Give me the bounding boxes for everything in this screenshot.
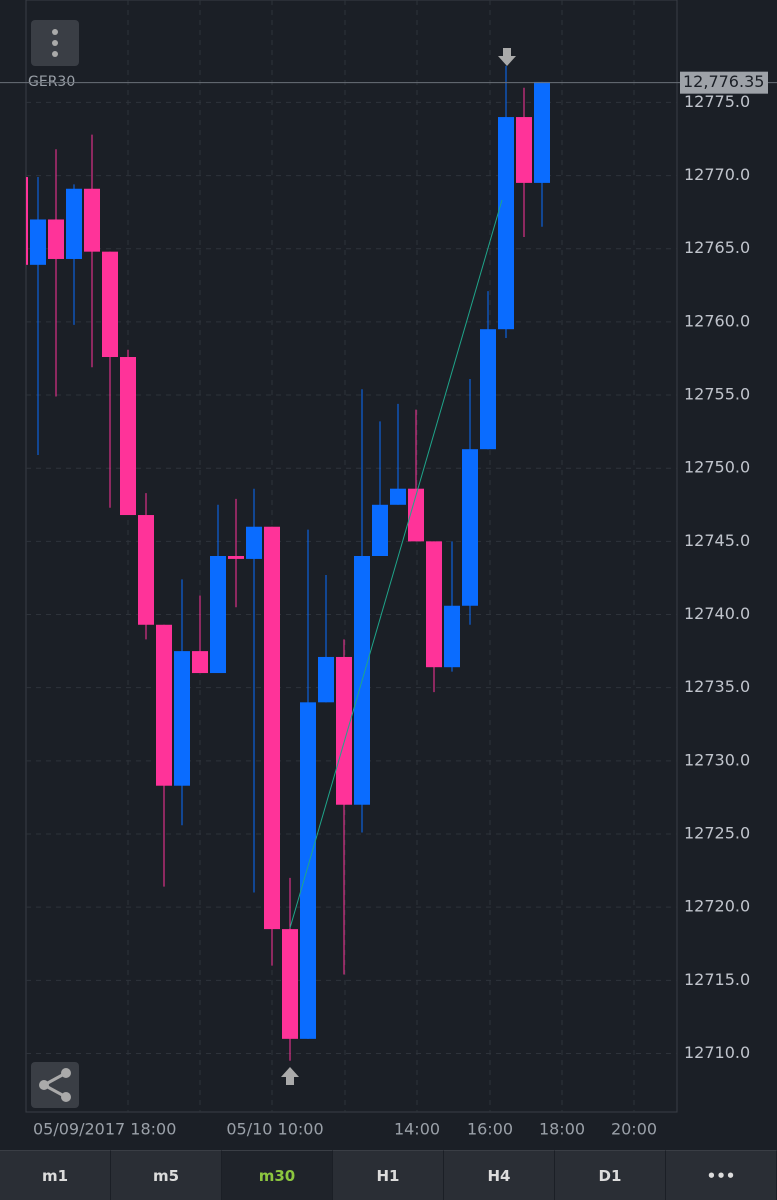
y-tick-label: 12710.0 — [684, 1043, 750, 1062]
candle-body — [156, 624, 172, 786]
y-tick-label: 12740.0 — [684, 604, 750, 623]
high-arrow — [498, 48, 516, 66]
candle-body — [426, 541, 442, 668]
menu-button[interactable] — [31, 20, 79, 66]
candle-body — [300, 702, 316, 1039]
chart: GER30 12710.0 12715.0 12720.0 12725.0 12730.… — [0, 0, 777, 1139]
share-button[interactable] — [31, 1062, 79, 1108]
current-price-label: 12,776.35 — [683, 72, 764, 91]
candle-body — [390, 488, 406, 505]
candle-body — [174, 651, 190, 786]
x-tick-label: 18:00 — [539, 1120, 585, 1139]
candle-body — [30, 219, 46, 265]
y-tick-label: 12755.0 — [684, 385, 750, 404]
timeframe-tabs: m1 m5 m30 H1 H4 D1 ••• — [0, 1150, 777, 1200]
y-tick-label: 12775.0 — [684, 92, 750, 111]
candle-body — [372, 504, 388, 556]
candles — [26, 65, 550, 1061]
candle-body — [84, 188, 100, 252]
grid — [26, 0, 677, 1112]
timeframe-tab[interactable]: ••• — [666, 1150, 777, 1200]
x-tick-label: 16:00 — [467, 1120, 513, 1139]
candle-body — [318, 656, 334, 703]
timeframe-tab[interactable]: m1 — [0, 1150, 111, 1200]
candle-body — [282, 929, 298, 1039]
candle-body — [120, 357, 136, 516]
candle-body — [336, 656, 352, 805]
y-tick-label: 12750.0 — [684, 458, 750, 477]
x-tick-label: 20:00 — [611, 1120, 657, 1139]
y-tick-label: 12720.0 — [684, 897, 750, 916]
candle-body — [444, 605, 460, 668]
timeframe-tab[interactable]: H4 — [444, 1150, 555, 1200]
y-tick-label: 12725.0 — [684, 824, 750, 843]
candle-body — [66, 188, 82, 259]
timeframe-tab[interactable]: D1 — [555, 1150, 666, 1200]
timeframe-tab[interactable]: H1 — [333, 1150, 444, 1200]
y-tick-label: 12760.0 — [684, 311, 750, 330]
symbol: GER30 — [28, 74, 75, 90]
candle-body — [48, 219, 64, 259]
y-tick-label: 12745.0 — [684, 531, 750, 550]
low-arrow — [281, 1067, 299, 1085]
timeframe-tab[interactable]: m5 — [111, 1150, 222, 1200]
x-tick-label: 05/09/2017 18:00 — [33, 1120, 176, 1139]
candle-body — [516, 117, 532, 183]
y-tick-label: 12730.0 — [684, 750, 750, 769]
current-price-box — [680, 71, 768, 94]
x-tick-label: 14:00 — [394, 1120, 440, 1139]
candle-body — [26, 177, 28, 265]
y-tick-label: 12735.0 — [684, 677, 750, 696]
candle-body — [192, 651, 208, 674]
candle-body — [138, 515, 154, 625]
y-tick-label: 12715.0 — [684, 970, 750, 989]
zigzag-line — [289, 199, 503, 929]
candle-body — [480, 329, 496, 450]
timeframe-tab[interactable]: m30 — [222, 1150, 333, 1200]
y-tick-label: 12765.0 — [684, 238, 750, 257]
candle-body — [210, 556, 226, 674]
candle-body — [462, 449, 478, 606]
candle-body — [228, 556, 244, 559]
candle-body — [534, 81, 550, 183]
x-tick-label: 05/10 10:00 — [226, 1120, 323, 1139]
y-tick-label: 12770.0 — [684, 165, 750, 184]
candle-body — [246, 526, 262, 559]
candle-body — [264, 526, 280, 930]
candle-body — [102, 251, 118, 358]
candle-body — [498, 117, 514, 330]
plot-frame — [25, 0, 678, 1113]
candle-body — [408, 488, 424, 542]
